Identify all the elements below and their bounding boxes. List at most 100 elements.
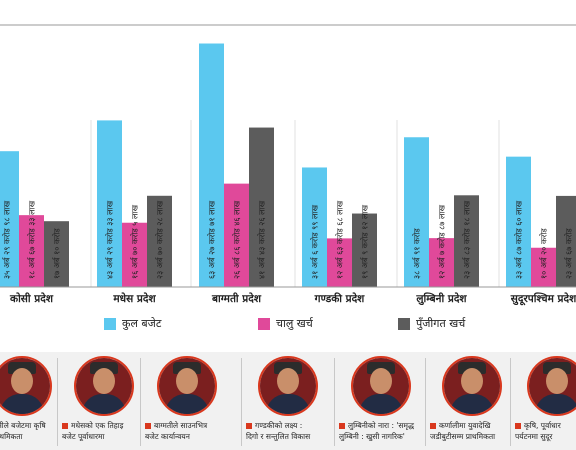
headline-line-2: बजेट पूर्वाधारमा bbox=[62, 432, 105, 441]
bar-value-label: ४३ अर्ब २९ करोड ३३ लाख bbox=[105, 200, 115, 279]
portrait-photo bbox=[351, 356, 411, 416]
headline-line-2: लुम्बिनी : खुसी नागरिक' bbox=[339, 432, 405, 441]
card-divider bbox=[140, 358, 141, 446]
bar-value-label: २३ अर्ब ८३ करोड १८ लाख bbox=[462, 200, 472, 279]
bullet-icon bbox=[515, 423, 521, 429]
headline-line-1: लुम्बिनीको नारा : 'समृद्ध bbox=[348, 421, 414, 430]
bar-value-label: २६ अर्ब ८६ करोड ४६ लाख bbox=[232, 200, 242, 279]
legend-item-total-budget: कुल बजेट bbox=[104, 316, 161, 331]
card-divider bbox=[241, 358, 242, 446]
bar bbox=[97, 120, 122, 287]
bullet-icon bbox=[62, 423, 68, 429]
news-headline[interactable]: कृषि, पूर्वाधार पर्यटनमा सुदूर bbox=[515, 420, 561, 442]
news-card[interactable]: मधेसको एक तिहाइ बजेट पूर्वाधारमा bbox=[60, 352, 146, 450]
news-headline[interactable]: बाग्मतीले साउनभित्र बजेट कार्यान्वयन bbox=[145, 420, 207, 442]
bar bbox=[302, 167, 327, 287]
news-card[interactable]: लुम्बिनीको नारा : 'समृद्ध लुम्बिनी : खुसी… bbox=[337, 352, 423, 450]
portrait-photo bbox=[527, 356, 576, 416]
portrait-photo bbox=[258, 356, 318, 416]
headline-line-2: पर्यटनमा सुदूर bbox=[515, 432, 553, 441]
category-label: मधेस प्रदेश bbox=[112, 292, 156, 305]
bar bbox=[249, 127, 274, 287]
bar bbox=[199, 43, 224, 287]
related-news-strip: कोसीले बजेटमा कृषि लाई प्राथमिकता मधेसको ए… bbox=[0, 352, 576, 450]
legend-label: चालु खर्च bbox=[276, 317, 313, 330]
bar bbox=[0, 151, 19, 287]
portrait-photo bbox=[442, 356, 502, 416]
category-labels: कोसी प्रदेश मधेस प्रदेश बाग्मती प्रदेश गण्ड… bbox=[9, 292, 576, 306]
category-label: गण्डकी प्रदेश bbox=[314, 292, 366, 305]
category-label: बाग्मती प्रदेश bbox=[211, 292, 262, 305]
category-label: लुम्बिनी प्रदेश bbox=[415, 292, 467, 306]
bullet-icon bbox=[339, 423, 345, 429]
news-card[interactable]: गण्डकीको लक्ष्य : दिगो र सन्तुलित विकास bbox=[244, 352, 330, 450]
legend-swatch bbox=[398, 317, 410, 330]
bar-value-label: ३१ अर्ब ६ करोड ९९ लाख bbox=[310, 205, 320, 279]
news-card[interactable]: कर्णालीमा युवादेखि जडीबुटीसम्म प्राथमिकता bbox=[428, 352, 514, 450]
bar bbox=[147, 195, 172, 287]
bar-value-label: ३८ अर्ब ९१ करोड bbox=[412, 228, 422, 279]
legend-swatch bbox=[258, 317, 270, 330]
bullet-icon bbox=[145, 423, 151, 429]
headline-line-2: जडीबुटीसम्म प्राथमिकता bbox=[430, 432, 496, 441]
news-card[interactable]: बाग्मतीले साउनभित्र बजेट कार्यान्वयन bbox=[143, 352, 229, 450]
news-headline[interactable]: लुम्बिनीको नारा : 'समृद्ध लुम्बिनी : खुसी… bbox=[339, 420, 414, 442]
bar bbox=[429, 238, 454, 287]
bar-value-label: १९ अर्ब ९ करोड १२ लाख bbox=[360, 205, 370, 279]
portrait-photo bbox=[157, 356, 217, 416]
headline-line-2: बजेट कार्यान्वयन bbox=[145, 432, 190, 441]
headline-line-2: दिगो र सन्तुलित विकास bbox=[246, 432, 311, 441]
headline-line-1: मधेसको एक तिहाइ bbox=[71, 421, 124, 430]
bar bbox=[352, 213, 377, 287]
portrait-photo bbox=[0, 356, 52, 416]
bar bbox=[44, 221, 69, 287]
bar bbox=[531, 247, 556, 287]
bar bbox=[556, 195, 576, 287]
category-label: कोसी प्रदेश bbox=[9, 292, 54, 305]
news-card[interactable]: कोसीले बजेटमा कृषि लाई प्राथमिकता bbox=[0, 352, 64, 450]
bar-value-label: १२ अर्ब ७ करोड ८७ लाख bbox=[437, 205, 447, 279]
legend-item-current-expense: चालु खर्च bbox=[258, 316, 313, 331]
value-labels: ३५ अर्ब २९ करोड ९८ लाख १८ अर्ब ६७ करोड ३३… bbox=[2, 200, 574, 279]
bar-value-label: १२ अर्ब ६३ करोड ६८ लाख bbox=[335, 200, 345, 279]
card-divider bbox=[425, 358, 426, 446]
headline-line-1: कर्णालीमा युवादेखि bbox=[439, 421, 491, 430]
bullet-icon bbox=[246, 423, 252, 429]
legend-label: पुँजीगत खर्च bbox=[416, 317, 466, 330]
headline-line-1: कृषि, पूर्वाधार bbox=[524, 421, 561, 430]
bar bbox=[19, 215, 44, 287]
bar-value-label: २३ अर्ब ७० करोड २८ लाख bbox=[155, 200, 165, 279]
legend: कुल बजेट चालु खर्च पुँजीगत खर्च bbox=[0, 316, 576, 336]
bullet-icon bbox=[430, 423, 436, 429]
news-headline[interactable]: कोसीले बजेटमा कृषि लाई प्राथमिकता bbox=[0, 420, 46, 442]
budget-bar-chart: ३५ अर्ब २९ करोड ९८ लाख १८ अर्ब ६७ करोड ३३… bbox=[0, 24, 576, 306]
bar-value-label: २३ अर्ब ६७ करोड bbox=[564, 228, 574, 279]
category-dividers bbox=[90, 120, 500, 287]
bar-value-label: ३५ अर्ब २९ करोड ९८ लाख bbox=[2, 200, 12, 279]
bar-group bbox=[0, 43, 576, 287]
category-label: सुदूरपश्चिम प्रदेश bbox=[510, 292, 576, 306]
bar-value-label: ३३ अर्ब ८७ करोड ६० लाख bbox=[514, 200, 524, 279]
legend-label: कुल बजेट bbox=[122, 317, 162, 330]
bar-value-label: १० अर्ब २० करोड bbox=[539, 228, 549, 279]
bar-value-label: ४१ अर्ब ४३ करोड २६ लाख bbox=[257, 200, 267, 279]
bar bbox=[506, 156, 531, 287]
news-headline[interactable]: कर्णालीमा युवादेखि जडीबुटीसम्म प्राथमिकता bbox=[430, 420, 495, 442]
bar bbox=[454, 195, 479, 287]
card-divider bbox=[57, 358, 58, 446]
bar bbox=[327, 238, 352, 287]
headline-line-1: गण्डकीको लक्ष्य : bbox=[255, 421, 303, 430]
news-headline[interactable]: गण्डकीको लक्ष्य : दिगो र सन्तुलित विकास bbox=[246, 420, 310, 442]
news-card[interactable]: कृषि, पूर्वाधार पर्यटनमा सुदूर bbox=[513, 352, 576, 450]
bar-value-label: १८ अर्ब ६७ करोड ३३ लाख bbox=[27, 200, 37, 279]
bar-value-label: ६३ अर्ब २७ करोड ७१ लाख bbox=[207, 200, 217, 279]
headline-line-1: बाग्मतीले साउनभित्र bbox=[154, 421, 208, 430]
bar-value-label: १६ अर्ब ७० करोड ५ लाख bbox=[130, 205, 140, 279]
headline-line-1: कोसीले बजेटमा कृषि bbox=[0, 421, 46, 430]
headline-line-2: लाई प्राथमिकता bbox=[0, 432, 23, 441]
portrait-photo bbox=[74, 356, 134, 416]
legend-item-capital-expense: पुँजीगत खर्च bbox=[398, 316, 465, 331]
news-headline[interactable]: मधेसको एक तिहाइ बजेट पूर्वाधारमा bbox=[62, 420, 123, 442]
bar bbox=[404, 137, 429, 287]
bar bbox=[122, 222, 147, 287]
